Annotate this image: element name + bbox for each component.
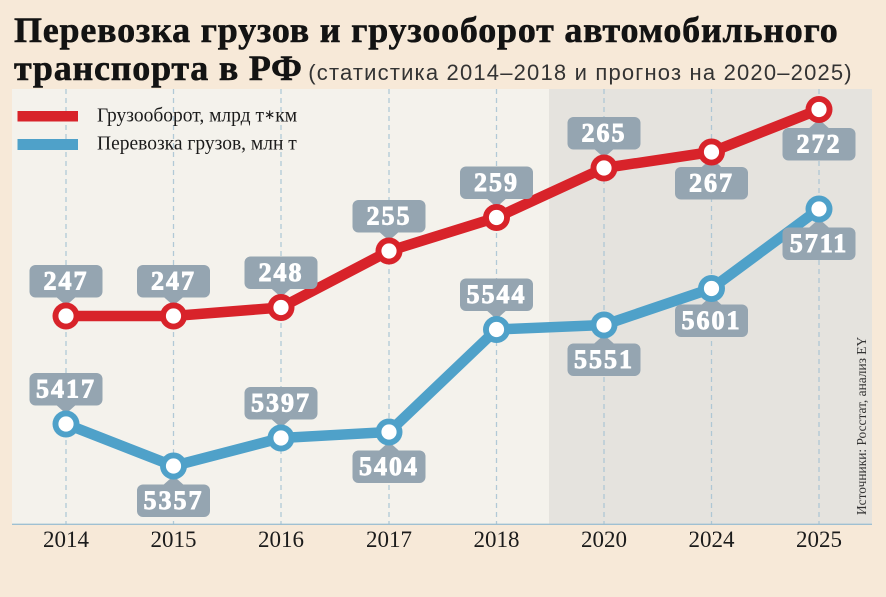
svg-text:5404: 5404 bbox=[359, 452, 419, 481]
svg-text:Перевозка грузов, млн т: Перевозка грузов, млн т bbox=[97, 134, 297, 155]
svg-text:2020: 2020 bbox=[581, 527, 627, 552]
svg-text:2016: 2016 bbox=[258, 527, 304, 552]
svg-text:Грузооборот, млрд т∗км: Грузооборот, млрд т∗км bbox=[97, 106, 297, 127]
svg-text:2017: 2017 bbox=[366, 527, 412, 552]
svg-text:248: 248 bbox=[259, 258, 304, 287]
svg-text:5551: 5551 bbox=[574, 345, 634, 374]
svg-text:5601: 5601 bbox=[682, 306, 742, 335]
svg-text:255: 255 bbox=[367, 202, 412, 231]
svg-text:272: 272 bbox=[797, 130, 842, 159]
svg-text:5357: 5357 bbox=[144, 486, 204, 515]
svg-text:265: 265 bbox=[582, 119, 627, 148]
svg-text:2018: 2018 bbox=[474, 527, 520, 552]
svg-text:5417: 5417 bbox=[36, 375, 96, 404]
svg-text:2025: 2025 bbox=[796, 527, 842, 552]
svg-text:247: 247 bbox=[44, 267, 89, 296]
svg-text:247: 247 bbox=[151, 267, 196, 296]
svg-text:2014: 2014 bbox=[43, 527, 90, 552]
svg-text:5397: 5397 bbox=[251, 389, 311, 418]
svg-text:5544: 5544 bbox=[467, 280, 527, 309]
svg-text:2024: 2024 bbox=[689, 527, 736, 552]
svg-text:259: 259 bbox=[474, 168, 519, 197]
svg-text:Источники: Росстат, анализ EY: Источники: Росстат, анализ EY bbox=[854, 337, 869, 515]
svg-text:2015: 2015 bbox=[151, 527, 197, 552]
svg-text:267: 267 bbox=[689, 169, 734, 198]
svg-text:5711: 5711 bbox=[790, 229, 849, 258]
